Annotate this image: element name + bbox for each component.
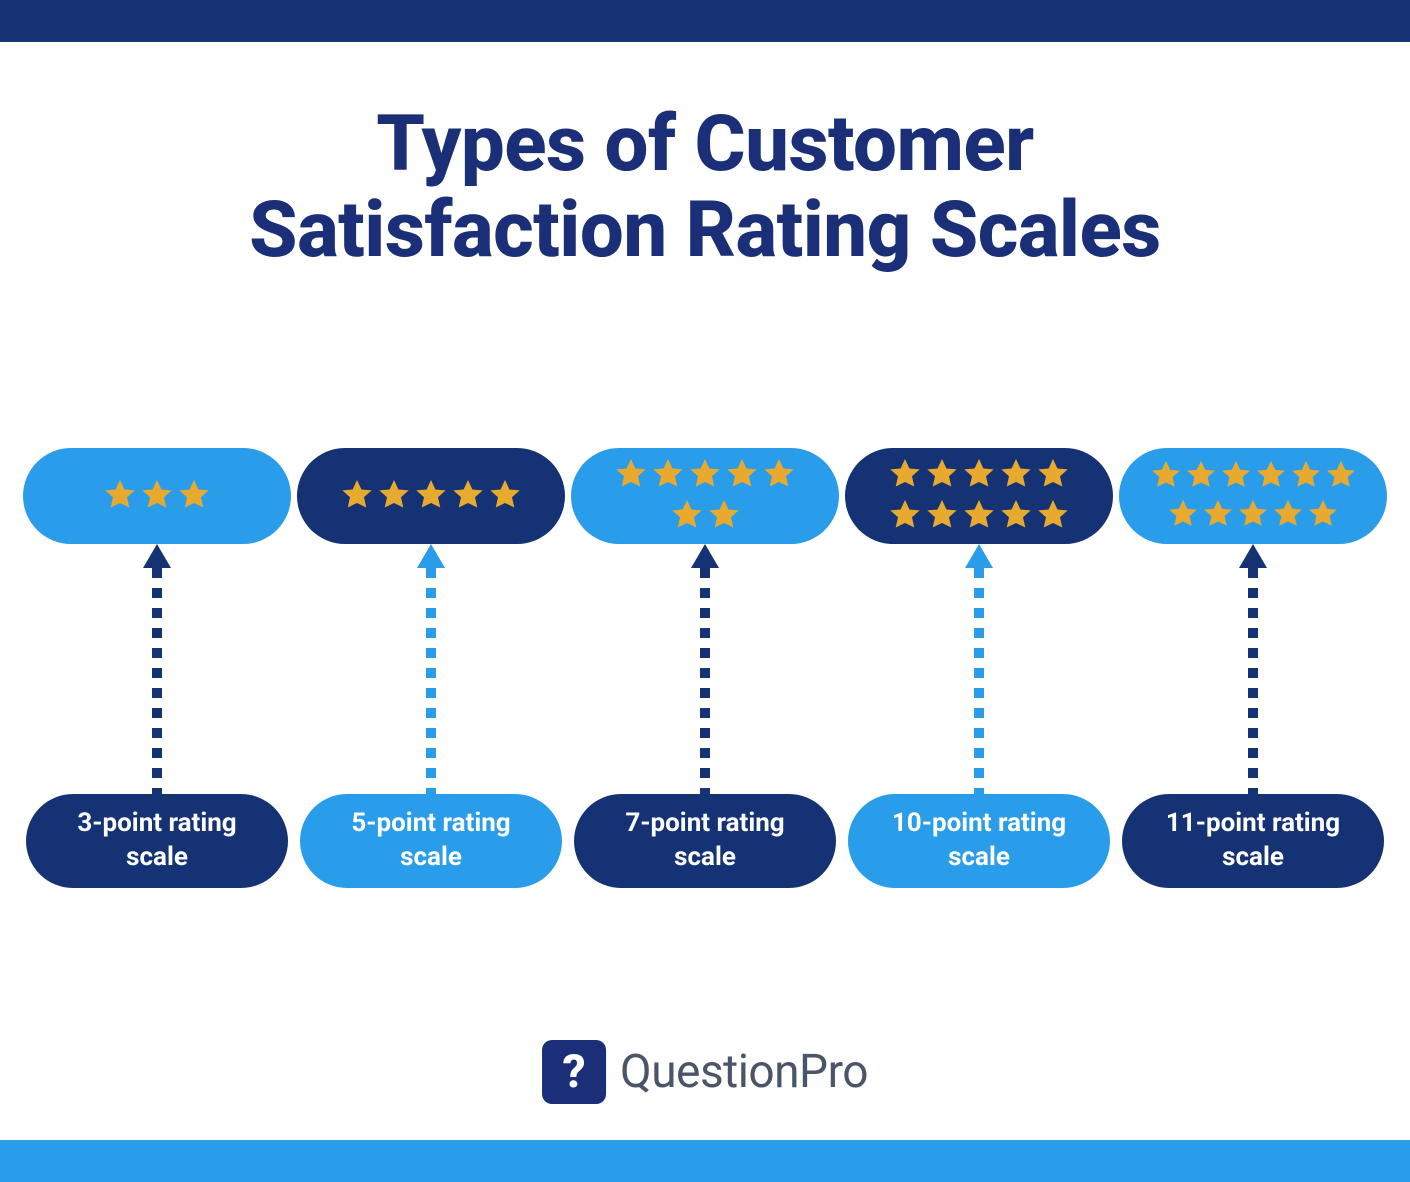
scale-label-text: 5-point rating scale	[320, 807, 542, 875]
arrow-up-icon	[144, 544, 170, 794]
star-icon	[1166, 497, 1200, 534]
scales-row: 3-point rating scale 5-point rating scale…	[0, 448, 1410, 888]
arrow-up-icon	[966, 544, 992, 794]
question-mark-icon: ?	[562, 1049, 585, 1095]
scale-column-3: 3-point rating scale	[23, 448, 291, 888]
star-icon	[1149, 458, 1183, 495]
star-pill-5	[297, 448, 565, 544]
star-icon	[1236, 497, 1270, 534]
star-icon	[998, 456, 1034, 495]
star-icon	[1035, 456, 1071, 495]
star-icon	[924, 497, 960, 536]
star-pill-3	[23, 448, 291, 544]
arrow-up-icon	[692, 544, 718, 794]
scale-column-11: 11-point rating scale	[1119, 448, 1387, 888]
star-pill-11	[1119, 448, 1387, 544]
star-icon	[924, 456, 960, 495]
logo-mark: ?	[542, 1040, 606, 1104]
star-icon	[669, 497, 705, 536]
star-icon	[102, 477, 138, 516]
star-icon	[961, 456, 997, 495]
page-title: Types of CustomerSatisfaction Rating Sca…	[0, 42, 1410, 274]
arrow-up-icon	[418, 544, 444, 794]
scale-label-5: 5-point rating scale	[300, 794, 562, 888]
scale-label-7: 7-point rating scale	[574, 794, 836, 888]
scale-column-10: 10-point rating scale	[845, 448, 1113, 888]
star-icon	[1324, 458, 1358, 495]
star-icon	[887, 456, 923, 495]
scale-label-10: 10-point rating scale	[848, 794, 1110, 888]
star-icon	[176, 477, 212, 516]
star-icon	[650, 456, 686, 495]
star-icon	[450, 477, 486, 516]
star-icon	[1184, 458, 1218, 495]
star-icon	[706, 497, 742, 536]
top-bar	[0, 0, 1410, 42]
star-icon	[1271, 497, 1305, 534]
star-icon	[139, 477, 175, 516]
star-icon	[1306, 497, 1340, 534]
scale-label-text: 11-point rating scale	[1142, 807, 1364, 875]
star-icon	[1201, 497, 1235, 534]
arrow-up-icon	[1240, 544, 1266, 794]
star-icon	[376, 477, 412, 516]
scale-label-text: 7-point rating scale	[594, 807, 816, 875]
brand-logo: ? QuestionPro	[542, 1040, 868, 1104]
bottom-bar	[0, 1140, 1410, 1182]
star-pill-10	[845, 448, 1113, 544]
star-icon	[961, 497, 997, 536]
star-icon	[613, 456, 649, 495]
star-icon	[1035, 497, 1071, 536]
logo-text: QuestionPro	[620, 1045, 868, 1099]
star-icon	[1289, 458, 1323, 495]
star-icon	[413, 477, 449, 516]
star-icon	[487, 477, 523, 516]
scale-label-11: 11-point rating scale	[1122, 794, 1384, 888]
star-icon	[724, 456, 760, 495]
star-icon	[887, 497, 923, 536]
scale-label-3: 3-point rating scale	[26, 794, 288, 888]
scale-label-text: 10-point rating scale	[868, 807, 1090, 875]
star-icon	[1219, 458, 1253, 495]
scale-label-text: 3-point rating scale	[46, 807, 268, 875]
scale-column-7: 7-point rating scale	[571, 448, 839, 888]
star-icon	[761, 456, 797, 495]
star-icon	[687, 456, 723, 495]
scale-column-5: 5-point rating scale	[297, 448, 565, 888]
star-icon	[339, 477, 375, 516]
infographic-frame: Types of CustomerSatisfaction Rating Sca…	[0, 0, 1410, 1182]
star-icon	[998, 497, 1034, 536]
star-pill-7	[571, 448, 839, 544]
star-icon	[1254, 458, 1288, 495]
